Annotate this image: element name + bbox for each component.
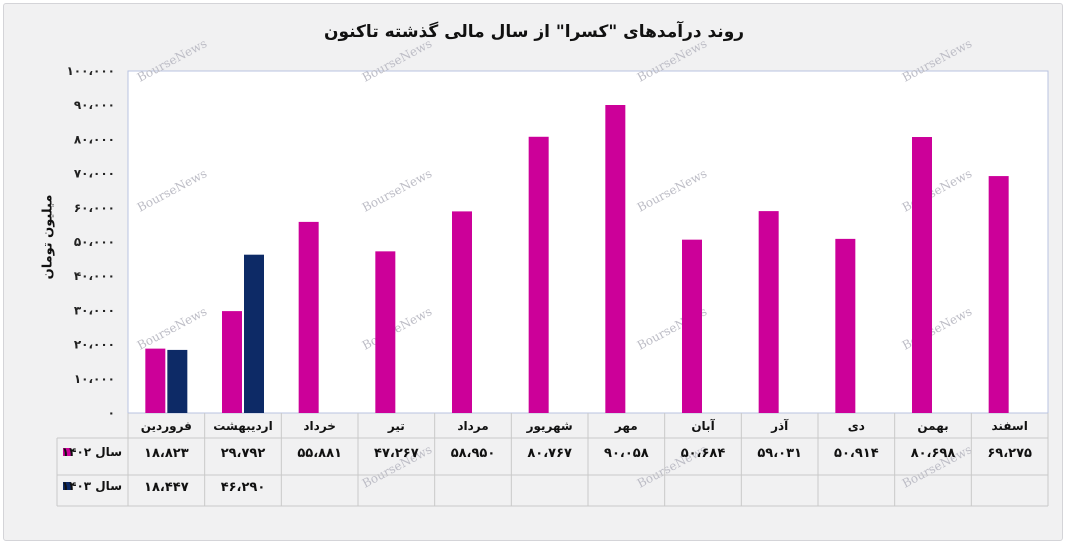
bar-1-1	[145, 348, 166, 413]
bar-2-1	[167, 349, 188, 413]
y-tick-label: ۰	[108, 406, 115, 420]
x-category-label: اردیبهشت	[213, 419, 272, 433]
y-tick-label: ۹۰،۰۰۰	[74, 98, 115, 112]
bar-1-2	[222, 311, 242, 413]
x-category-label: بهمن	[917, 419, 948, 433]
plot-area	[127, 70, 1049, 414]
data-table-value: ۴۶،۲۹۰	[221, 480, 266, 495]
y-tick-label: ۱۰۰،۰۰۰	[66, 64, 115, 78]
y-tick-label: ۱۰،۰۰۰	[74, 372, 115, 386]
data-table-value: ۵۹،۰۳۱	[757, 446, 802, 461]
y-tick-label: ۲۰،۰۰۰	[74, 338, 115, 352]
x-category-label: آبان	[691, 418, 715, 433]
bar-1-11	[912, 137, 932, 414]
x-category-label: دی	[848, 419, 865, 433]
legend-series-name: سال ۱۴۰۳	[62, 479, 122, 493]
bar-2-2	[244, 254, 264, 413]
x-category-label: خرداد	[303, 419, 336, 433]
bar-1-3	[298, 221, 319, 413]
x-category-label: آذر	[770, 418, 789, 433]
data-table-value: ۵۸،۹۵۰	[451, 446, 496, 461]
y-tick-label: ۵۰،۰۰۰	[74, 235, 115, 249]
data-table-value: ۱۸،۴۴۷	[144, 480, 189, 495]
legend-series-name: سال ۱۴۰۲	[62, 445, 122, 459]
data-table-value: ۴۷،۲۶۷	[374, 446, 419, 461]
data-table-value: ۲۹،۷۹۲	[221, 446, 266, 461]
x-category-label: مرداد	[457, 419, 488, 433]
bar-1-6	[528, 136, 549, 413]
data-table-value: ۸۰،۶۹۸	[911, 446, 956, 461]
data-table-value: ۸۰،۷۶۷	[527, 446, 572, 461]
bar-1-10	[835, 238, 856, 413]
y-tick-label: ۷۰،۰۰۰	[74, 167, 115, 181]
x-category-label: شهریور	[526, 419, 573, 434]
x-category-label: فروردین	[141, 419, 192, 434]
bar-1-4	[375, 251, 396, 413]
bar-1-5	[452, 211, 472, 413]
y-tick-label: ۳۰،۰۰۰	[74, 303, 115, 317]
chart-title: روند درآمدهای "کسرا" از سال مالی گذشته ت…	[323, 22, 745, 42]
legend-key-1	[63, 448, 71, 456]
data-table-value: ۵۰،۹۱۴	[834, 446, 879, 461]
y-tick-label: ۸۰،۰۰۰	[74, 132, 115, 146]
bar-1-9	[758, 211, 779, 413]
data-table-value: ۱۸،۸۲۳	[144, 446, 189, 461]
y-tick-label: ۴۰،۰۰۰	[74, 269, 115, 283]
x-category-label: مهر	[614, 419, 638, 433]
legend-key-2	[63, 482, 71, 490]
bar-1-8	[682, 239, 702, 413]
data-table-value: ۵۵،۸۸۱	[297, 446, 342, 461]
x-category-label: اسفند	[991, 419, 1027, 433]
data-table-value: ۶۹،۲۷۵	[987, 446, 1032, 461]
y-tick-label: ۶۰،۰۰۰	[74, 201, 115, 215]
bar-1-7	[605, 105, 626, 413]
x-category-label: تیر	[387, 419, 405, 433]
data-table-value: ۵۰،۶۸۴	[681, 446, 726, 461]
bar-1-12	[988, 176, 1009, 413]
data-table-value: ۹۰،۰۵۸	[604, 446, 649, 461]
